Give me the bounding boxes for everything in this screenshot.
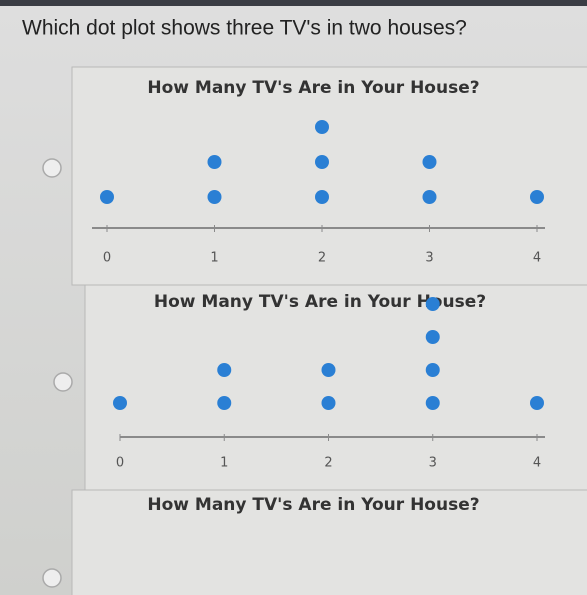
question: Which dot plot shows three TV's in two h… [22, 17, 467, 40]
x-tick-label: 4 [533, 251, 541, 266]
dot [113, 396, 127, 410]
options: How Many TV's Are in Your House? 0 1 2 3 4 How… [42, 66, 587, 595]
top-bar [0, 0, 587, 6]
chart-title: How Many TV's Are in Your House? [147, 495, 479, 515]
option-panel[interactable] [71, 489, 587, 595]
dot [425, 396, 440, 410]
dot [425, 297, 440, 311]
x-tick-label: 2 [324, 456, 332, 471]
dot [422, 155, 437, 169]
dot [207, 190, 222, 204]
x-tick-label: 0 [116, 456, 124, 471]
chart-title: How Many TV's Are in Your House? [147, 78, 479, 98]
dot [530, 190, 544, 204]
dot [422, 190, 437, 204]
x-tick-label: 3 [425, 251, 433, 266]
dot [321, 363, 336, 377]
chart-title: How Many TV's Are in Your House? [154, 292, 486, 312]
radio-button[interactable] [42, 158, 62, 178]
dot [425, 330, 440, 344]
option-panel[interactable] [71, 66, 587, 286]
dot [530, 396, 544, 410]
dot [315, 120, 329, 134]
x-tick-label: 1 [210, 251, 218, 266]
dot [100, 190, 114, 204]
radio-button[interactable] [42, 568, 62, 588]
dot [425, 363, 440, 377]
x-tick-label: 4 [533, 456, 541, 471]
dot [315, 155, 329, 169]
x-tick-label: 0 [103, 251, 111, 266]
x-tick-label: 2 [318, 251, 326, 266]
dot [207, 155, 222, 169]
dot [315, 190, 329, 204]
x-tick-label: 1 [220, 456, 228, 471]
radio-button[interactable] [53, 372, 73, 392]
dot [217, 396, 232, 410]
dot [321, 396, 336, 410]
x-tick-label: 3 [429, 456, 437, 471]
dot [217, 363, 232, 377]
option-panel[interactable] [84, 284, 587, 491]
